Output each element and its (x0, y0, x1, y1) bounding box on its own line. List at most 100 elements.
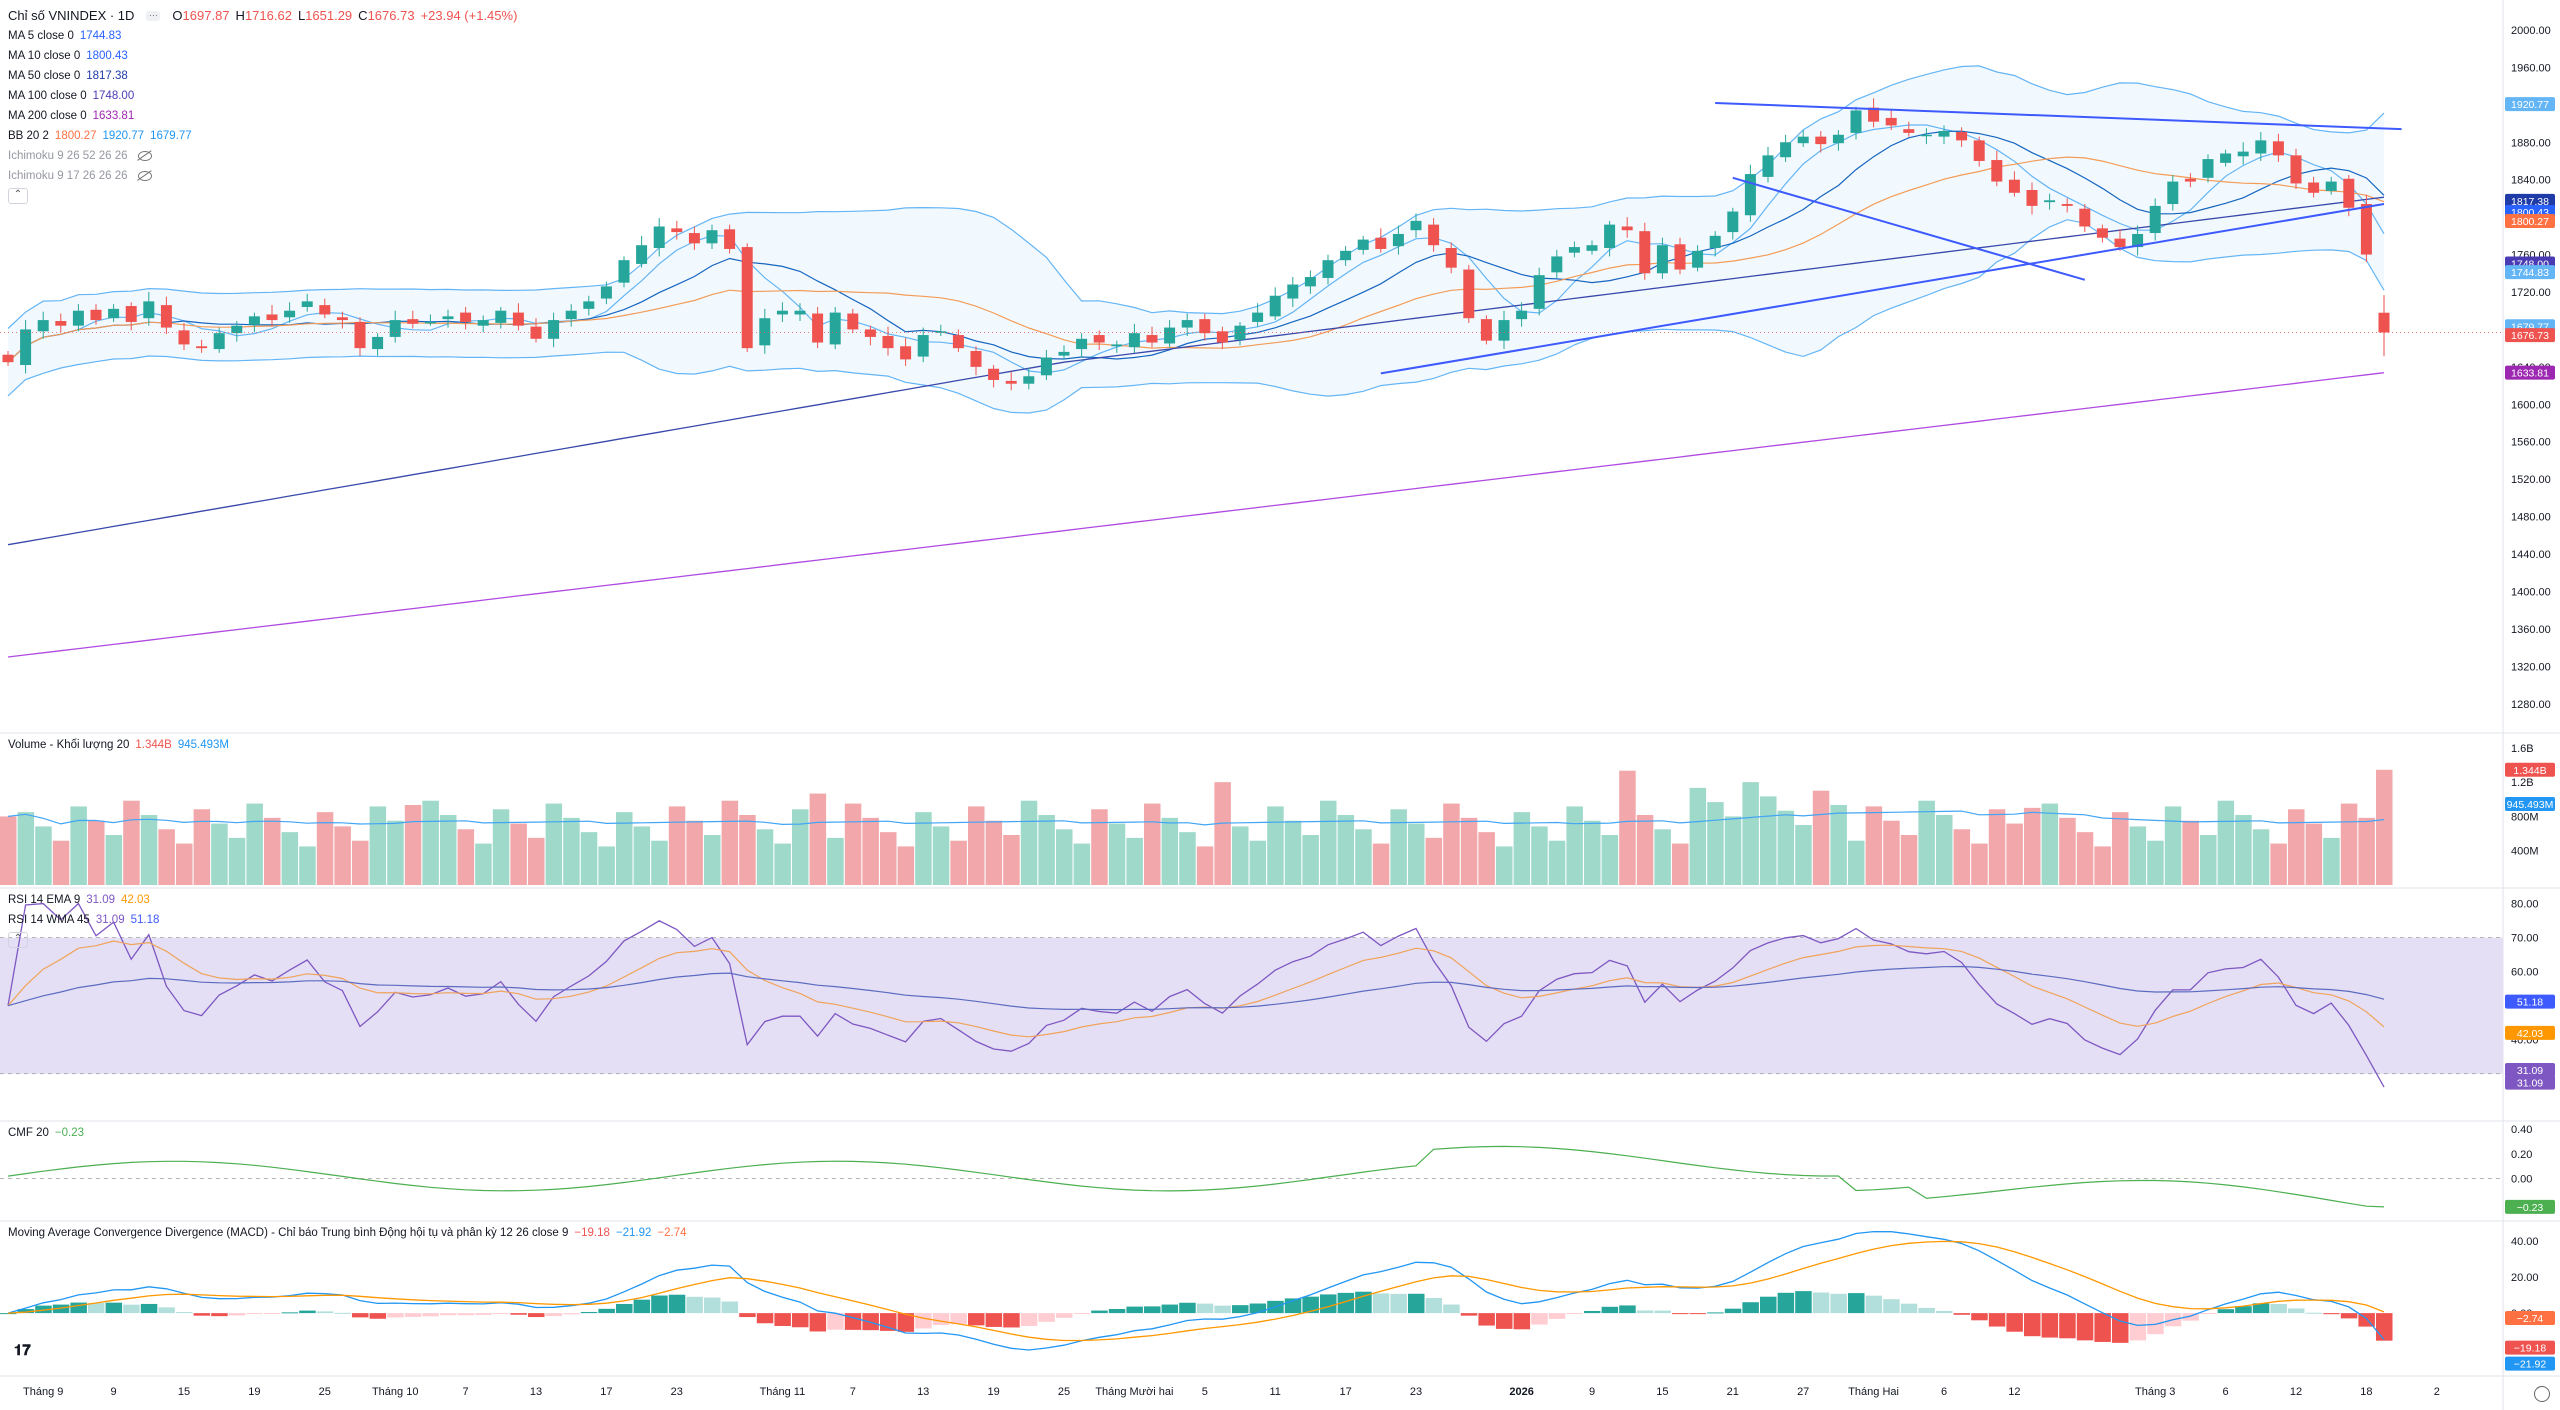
trendline (1380, 203, 2385, 375)
candle (336, 317, 348, 321)
volume-tag-bg (2505, 797, 2555, 811)
candle (1164, 327, 1176, 344)
macd-legend: Moving Average Convergence Divergence (M… (8, 1227, 687, 1239)
volume-bar (17, 812, 35, 885)
macd-histogram-bar (510, 1313, 527, 1315)
time-axis-label: 2 (2434, 1386, 2440, 1398)
time-axis-label: Tháng 9 (23, 1386, 63, 1398)
volume-bar (422, 800, 439, 885)
macd-histogram-bar (1760, 1296, 1777, 1314)
macd-histogram-bar (1091, 1310, 1108, 1314)
volume-bar (1302, 835, 1319, 885)
volume-bar (246, 803, 263, 885)
macd-histogram-bar (422, 1313, 439, 1317)
time-axis-label: 5 (1202, 1386, 1208, 1398)
ohlc-change: +23.94 (+1.45%) (420, 8, 518, 23)
candle (882, 335, 894, 349)
volume-bar (932, 826, 950, 885)
candle (1780, 142, 1792, 158)
time-axis-label: 11 (1269, 1386, 1280, 1398)
candle (724, 229, 736, 249)
candle (952, 335, 964, 349)
volume-bar (52, 840, 70, 885)
volume-bar (1108, 823, 1126, 885)
volume-bar (2217, 800, 2235, 885)
volume-bar (2147, 840, 2164, 885)
macd-histogram-bar (2376, 1313, 2393, 1341)
candle (2290, 155, 2302, 184)
time-axis-label: Tháng 3 (2135, 1386, 2175, 1398)
macd-histogram-bar (1108, 1308, 1126, 1314)
rsi-tag-bg (2505, 1075, 2555, 1090)
indicator-ma200[interactable]: MA 200 close 0 1633.81 (8, 110, 135, 122)
volume-bar (950, 840, 967, 885)
volume-bar (2270, 843, 2287, 885)
candle (2237, 151, 2249, 157)
volume-bar (457, 829, 475, 885)
candle (72, 310, 84, 326)
rsi-tick-label: 80.00 (2511, 899, 2539, 911)
macd-histogram-bar (1988, 1313, 2006, 1327)
indicator-ichimoku-2[interactable]: Ichimoku 9 17 26 26 26 (8, 166, 517, 186)
candle (1340, 250, 1352, 261)
tradingview-logo-icon[interactable]: 𝟏𝟕 (14, 1342, 31, 1359)
macd-histogram-bar (123, 1304, 140, 1314)
volume-bar (1988, 809, 2006, 885)
symbol-title[interactable]: Chỉ số VNINDEX · 1D (8, 8, 135, 23)
volume-bar (2164, 806, 2182, 885)
candle (213, 333, 225, 350)
macd-histogram-bar (2041, 1313, 2059, 1338)
collapse-legend-icon[interactable]: ⌃ (8, 188, 28, 204)
volume-bar (668, 806, 686, 885)
volume-bar (1812, 790, 1830, 885)
indicator-ichimoku-1[interactable]: Ichimoku 9 26 52 26 26 (8, 146, 517, 166)
hidden-eye-icon[interactable] (137, 171, 152, 181)
candle (55, 321, 67, 326)
macd-histogram-bar (616, 1303, 633, 1314)
indicator-ma100[interactable]: MA 100 close 0 1748.00 (8, 90, 135, 102)
indicator-ma5[interactable]: MA 5 close 0 1744.83 (8, 30, 122, 42)
macd-histogram-bar (52, 1304, 70, 1314)
volume-bar (2376, 769, 2393, 885)
indicator-ma50[interactable]: MA 50 close 0 1817.38 (8, 70, 128, 82)
indicator-bb[interactable]: BB 20 2 1800.27 1920.77 1679.77 (8, 130, 192, 142)
macd-histogram-bar (1003, 1313, 1020, 1328)
candle (442, 316, 454, 320)
candle (1410, 220, 1422, 231)
macd-histogram-bar (1654, 1310, 1671, 1314)
candle (319, 305, 331, 315)
macd-histogram-bar (932, 1313, 950, 1326)
candle (1973, 140, 1985, 161)
macd-histogram-bar (2059, 1313, 2076, 1339)
collapse-rsi-icon[interactable]: ⌃ (8, 932, 28, 948)
settings-gear-icon[interactable] (2534, 1386, 2550, 1402)
price-tick-label: 1400.00 (2511, 586, 2551, 598)
indicator-ma10[interactable]: MA 10 close 0 1800.43 (8, 50, 128, 62)
volume-bar (1091, 809, 1108, 885)
rsi-tick-label: 70.00 (2511, 933, 2539, 945)
ma10-line (7, 130, 2385, 363)
candle (372, 336, 384, 350)
bb-basis-line (7, 156, 2385, 363)
macd-histogram-bar (809, 1313, 827, 1332)
volume-bar (985, 820, 1003, 885)
macd-histogram-bar (1531, 1313, 1548, 1325)
macd-histogram-bar (1672, 1313, 1689, 1315)
time-axis-label: 2026 (1509, 1386, 1533, 1398)
candle (1093, 335, 1105, 343)
more-icon[interactable]: ··· (146, 11, 161, 21)
macd-tick-label: 40.00 (2511, 1236, 2539, 1248)
candle (618, 260, 630, 283)
macd-histogram-bar (281, 1312, 299, 1314)
macd-histogram-bar (440, 1313, 457, 1316)
candle (2360, 204, 2372, 255)
volume-bar (809, 793, 827, 885)
volume-bar (1284, 820, 1302, 885)
candle (548, 320, 560, 339)
volume-bar (686, 820, 703, 885)
time-axis-label: 7 (850, 1386, 856, 1398)
macd-histogram-bar (721, 1301, 739, 1314)
hidden-eye-icon[interactable] (137, 151, 152, 161)
candle (776, 310, 788, 315)
